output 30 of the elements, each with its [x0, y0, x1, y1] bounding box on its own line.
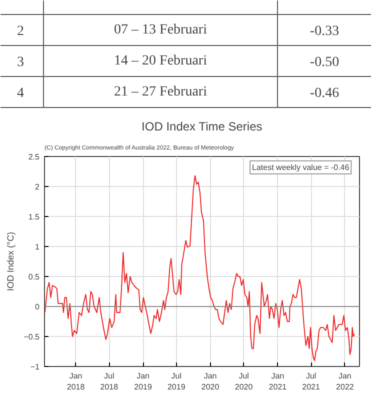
y-tick-label: −0.5 [24, 332, 40, 342]
y-tick-label: 0.5 [28, 272, 40, 282]
text: 21 – 27 Februari [114, 84, 208, 100]
x-tick-label: Jul 2020 [234, 372, 254, 392]
text: 3 [17, 55, 24, 70]
x-tick-label: Jan 2022 [336, 372, 354, 392]
x-tick-label: Jan 2018 [66, 372, 86, 392]
text: -0.46 [310, 86, 340, 101]
line-series [44, 175, 356, 361]
chart-title: IOD Index Time Series [142, 120, 262, 134]
text: -0.33 [310, 24, 340, 39]
text: 14 – 20 Februari [114, 54, 208, 68]
text: -0.50 [310, 55, 340, 70]
x-tick-label: Jan 2019 [134, 372, 152, 392]
x-tick-label: Jul 2019 [167, 372, 186, 392]
y-tick-label: 1.5 [28, 212, 40, 222]
y-axis-title: IOD Index (°C) [6, 232, 16, 292]
y-tick-label: 2.5 [28, 152, 40, 162]
text: 4 [17, 86, 24, 101]
y-tick-label: 2 [35, 182, 40, 192]
x-tick-label: Jan 2021 [268, 372, 288, 392]
text: 07 – 13 Februari [114, 22, 208, 38]
x-tick-label: Jan 2020 [201, 372, 220, 392]
y-tick-label: 1 [35, 242, 40, 252]
text: 2 [17, 24, 24, 39]
y-tick-label: 0 [35, 302, 40, 312]
y-tick-label: −1 [30, 362, 40, 372]
annotation: Latest weekly value = -0.46 [252, 162, 350, 172]
x-tick-label: Jul 2021 [302, 372, 320, 392]
x-tick-label: Jul 2018 [100, 372, 119, 392]
